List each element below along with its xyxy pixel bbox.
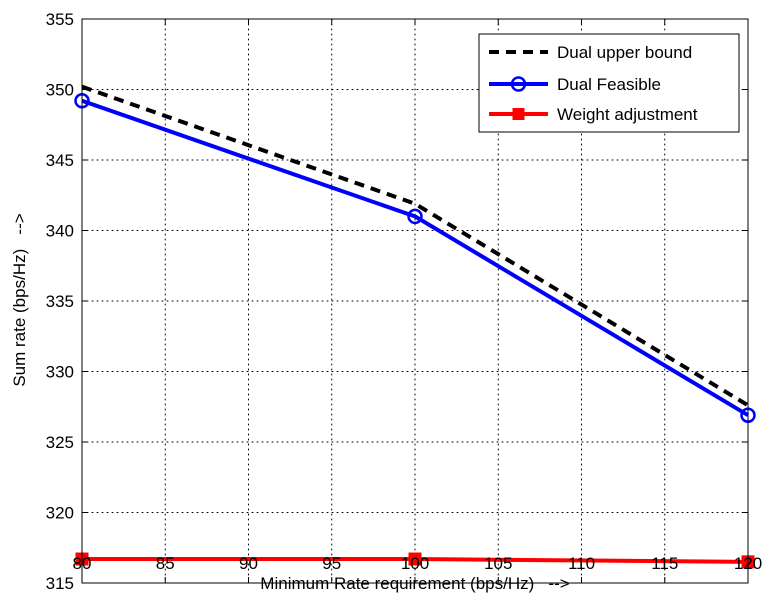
x-tick-label: 100 <box>401 554 429 573</box>
legend-items: Dual upper bound Dual Feasible Weight adju… <box>489 43 698 124</box>
legend-swatch-circle <box>510 76 527 92</box>
series-0 <box>81 84 750 408</box>
x-tick-label: 95 <box>322 554 341 573</box>
legend-item: Weight adjustment <box>489 105 698 124</box>
legend-item: Dual upper bound <box>489 43 692 62</box>
x-tick-label: 115 <box>651 554 678 573</box>
series-line <box>81 84 750 408</box>
legend-label: Dual Feasible <box>557 75 661 94</box>
x-tick-label: 120 <box>734 554 762 573</box>
x-tick-label: 105 <box>484 554 512 573</box>
y-tick-label: 315 <box>46 574 74 593</box>
x-tick-label: 110 <box>568 554 595 573</box>
x-tick-labels: 80 85 90 95 100 105 110 115 120 <box>73 554 763 573</box>
x-tick-label: 90 <box>239 554 258 573</box>
y-tick-label: 350 <box>46 81 74 100</box>
y-tick-label: 355 <box>46 10 74 29</box>
tick-marks <box>81 18 749 584</box>
legend: Dual upper bound Dual Feasible Weight adju… <box>478 33 740 133</box>
data-point-square <box>408 552 422 566</box>
y-tick-label: 325 <box>46 433 74 452</box>
y-tick-label: 320 <box>46 504 74 523</box>
legend-label: Weight adjustment <box>557 105 698 124</box>
legend-label: Dual upper bound <box>557 43 692 62</box>
y-tick-label: 330 <box>46 363 74 382</box>
y-axis-label: Sum rate (bps/Hz) --> <box>10 213 29 386</box>
data-point-circle <box>407 208 423 225</box>
y-tick-label: 340 <box>46 222 74 241</box>
y-tick-label: 345 <box>46 151 74 170</box>
x-axis-label: Minimum Rate requirement (bps/Hz) --> <box>260 574 569 593</box>
y-tick-label: 335 <box>46 292 74 311</box>
x-tick-label: 80 <box>73 554 92 573</box>
y-tick-labels: 315 320 325 330 335 340 345 350 355 <box>46 10 74 593</box>
series-line <box>81 98 750 417</box>
legend-item: Dual Feasible <box>489 75 661 94</box>
x-tick-label: 85 <box>156 554 175 573</box>
legend-swatch-square <box>512 108 525 120</box>
